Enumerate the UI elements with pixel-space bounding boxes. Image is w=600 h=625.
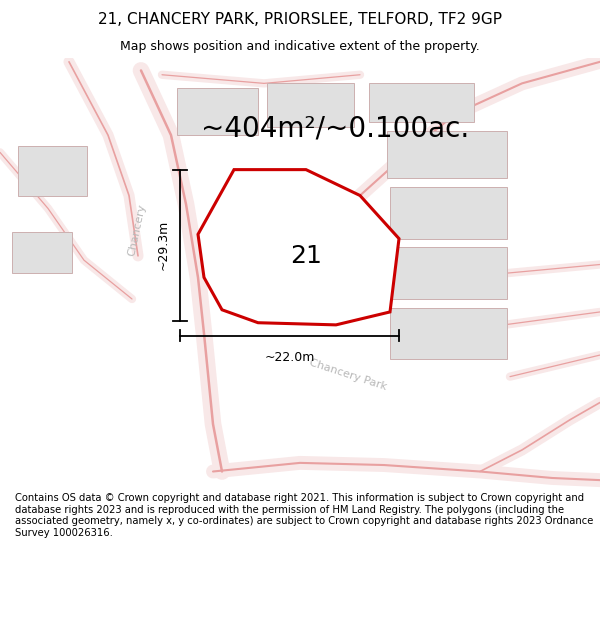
- Text: ~22.0m: ~22.0m: [265, 351, 314, 364]
- Bar: [12, 232, 72, 273]
- Bar: [387, 131, 507, 178]
- Bar: [390, 187, 507, 239]
- Text: Contains OS data © Crown copyright and database right 2021. This information is : Contains OS data © Crown copyright and d…: [15, 493, 593, 538]
- Text: Map shows position and indicative extent of the property.: Map shows position and indicative extent…: [120, 39, 480, 52]
- Text: 21: 21: [290, 244, 322, 268]
- Text: Chancery Park: Chancery Park: [308, 357, 388, 392]
- Text: Chancery: Chancery: [127, 203, 147, 257]
- Bar: [228, 224, 285, 256]
- Polygon shape: [198, 169, 399, 325]
- Bar: [390, 308, 507, 359]
- Bar: [249, 209, 366, 301]
- Text: ~29.3m: ~29.3m: [156, 220, 169, 270]
- Bar: [18, 146, 87, 196]
- Bar: [177, 88, 258, 135]
- Bar: [390, 248, 507, 299]
- Bar: [267, 83, 354, 126]
- Bar: [369, 83, 474, 122]
- Text: 21, CHANCERY PARK, PRIORSLEE, TELFORD, TF2 9GP: 21, CHANCERY PARK, PRIORSLEE, TELFORD, T…: [98, 12, 502, 27]
- Text: ~404m²/~0.100ac.: ~404m²/~0.100ac.: [201, 114, 469, 142]
